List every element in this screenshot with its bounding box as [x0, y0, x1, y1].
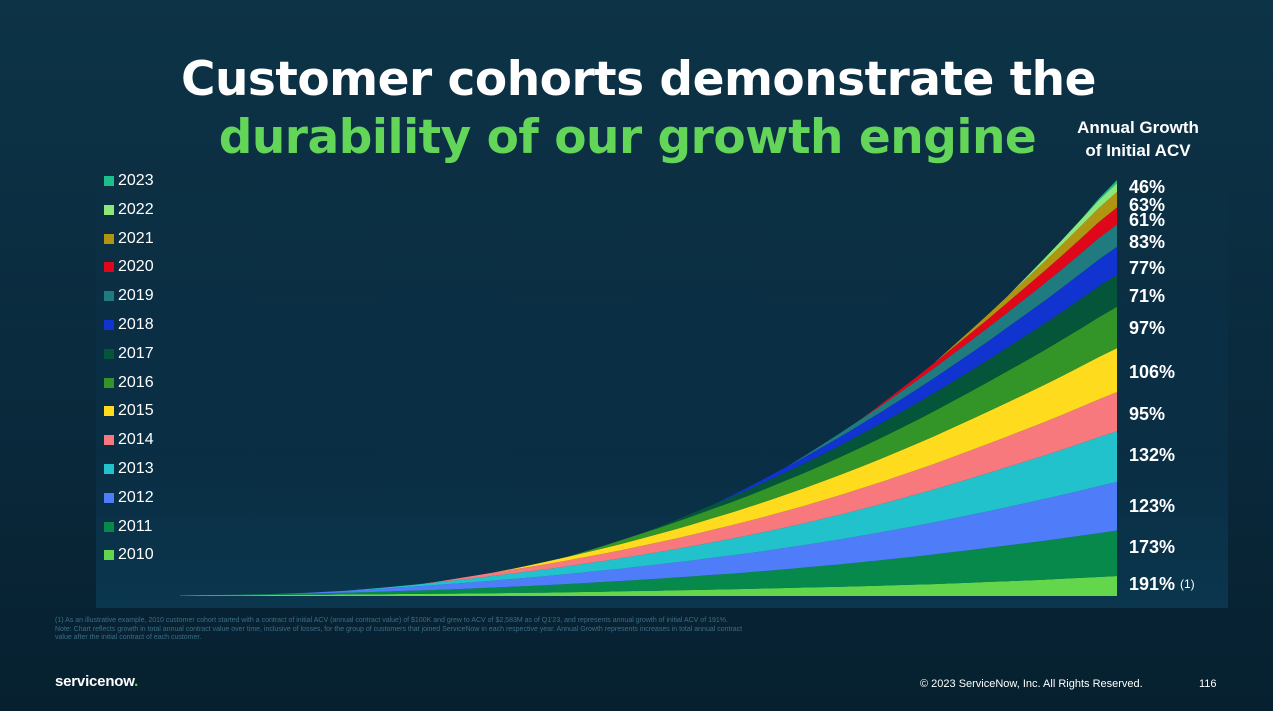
- legend-item-2013: 2013: [104, 458, 154, 480]
- area-series-2013: [345, 431, 1117, 591]
- footnote-marker-2010: (1): [1180, 577, 1195, 591]
- legend-item-2021: 2021: [104, 228, 154, 250]
- growth-heading-line-2: of Initial ACV: [1085, 141, 1191, 160]
- growth-label-12: 191%: [1129, 574, 1175, 594]
- legend-swatch-2023: [104, 176, 114, 186]
- area-series-2022: [1006, 183, 1117, 297]
- footnote-line-3: value after the initial contract of each…: [55, 634, 202, 641]
- legend-item-2020: 2020: [104, 256, 154, 278]
- legend-label-2018: 2018: [118, 316, 154, 333]
- legend-label-2021: 2021: [118, 229, 154, 247]
- legend-swatch-2022: [104, 204, 114, 215]
- growth-label-1: 63%: [1129, 195, 1165, 215]
- footnote-line-1: (1) As an illustrative example, 2010 cus…: [55, 617, 728, 624]
- area-series-2012: [271, 481, 1117, 595]
- legend-label-2012: 2012: [118, 488, 154, 506]
- legend-swatch-2014: [104, 435, 114, 446]
- area-series-2021: [933, 191, 1117, 364]
- legend-item-2018: 2018: [104, 314, 154, 336]
- legend-item-2011: 2011: [104, 516, 152, 538]
- growth-label-10: 123%: [1129, 496, 1175, 516]
- area-series-2011: [198, 530, 1117, 596]
- legend-swatch-2021: [104, 233, 114, 244]
- legend-swatch-2015: [104, 406, 114, 417]
- growth-heading-line-1: Annual Growth: [1077, 118, 1199, 137]
- growth-label-0: 46%: [1129, 177, 1165, 197]
- legend-item-2010: 2010: [104, 544, 154, 566]
- legend-item-2014: 2014: [104, 429, 154, 451]
- slide-title-line-1: Customer cohorts demonstrate the: [180, 52, 1097, 107]
- legend-label-2011: 2011: [118, 517, 153, 535]
- legend-item-2017: 2017: [104, 343, 154, 365]
- legend-swatch-2018: [104, 320, 114, 330]
- footnote: (1) As an illustrative example, 2010 cus…: [55, 617, 935, 643]
- growth-label-7: 106%: [1129, 362, 1175, 382]
- area-series-2010: [180, 576, 1117, 596]
- legend-swatch-2013: [104, 464, 114, 474]
- growth-column-heading: Annual Growth of Initial ACV: [1062, 116, 1214, 162]
- growth-label-5: 71%: [1129, 286, 1165, 306]
- legend-swatch-2019: [104, 291, 114, 302]
- legend-label-2022: 2022: [118, 200, 154, 218]
- growth-label-2: 61%: [1129, 210, 1165, 230]
- legend-item-2016: 2016: [104, 372, 154, 394]
- legend-item-2015: 2015: [104, 400, 154, 422]
- legend-item-2019: 2019: [104, 285, 154, 307]
- legend-item-2012: 2012: [104, 487, 154, 509]
- growth-label-3: 83%: [1129, 232, 1165, 252]
- legend-label-2015: 2015: [118, 402, 154, 420]
- growth-label-9: 132%: [1129, 445, 1175, 465]
- legend-swatch-2012: [104, 492, 114, 503]
- legend-swatch-2017: [104, 348, 114, 359]
- growth-label-11: 173%: [1129, 537, 1175, 557]
- slide-title-line-2: durability of our growth engine: [218, 110, 1037, 165]
- page-number: 116: [1199, 678, 1217, 690]
- footnote-line-2: Note: Chart reflects growth in total ann…: [55, 625, 743, 633]
- legend-item-2022: 2022: [104, 199, 154, 221]
- legend-swatch-2011: [104, 521, 114, 532]
- area-series-2023: [1080, 180, 1117, 221]
- legend-swatch-2010: [104, 550, 114, 561]
- legend-label-2013: 2013: [118, 460, 154, 477]
- growth-label-6: 97%: [1129, 318, 1165, 338]
- servicenow-logo: servicenow.: [55, 673, 138, 690]
- brand-dot: .: [134, 673, 139, 690]
- legend-label-2020: 2020: [118, 258, 154, 276]
- brand-text: servicenow: [55, 673, 135, 690]
- legend-label-2014: 2014: [118, 431, 154, 449]
- growth-label-8: 95%: [1129, 404, 1165, 424]
- legend-label-2016: 2016: [118, 373, 154, 391]
- legend-item-2023: 2023: [104, 170, 154, 192]
- legend-label-2019: 2019: [118, 287, 154, 305]
- legend-swatch-2016: [104, 377, 114, 388]
- growth-label-4: 77%: [1129, 258, 1165, 278]
- legend-label-2010: 2010: [118, 546, 154, 564]
- copyright-text: © 2023 ServiceNow, Inc. All Rights Reser…: [920, 678, 1143, 690]
- legend-label-2023: 2023: [118, 172, 154, 189]
- legend-swatch-2020: [104, 262, 114, 273]
- legend-label-2017: 2017: [118, 344, 154, 362]
